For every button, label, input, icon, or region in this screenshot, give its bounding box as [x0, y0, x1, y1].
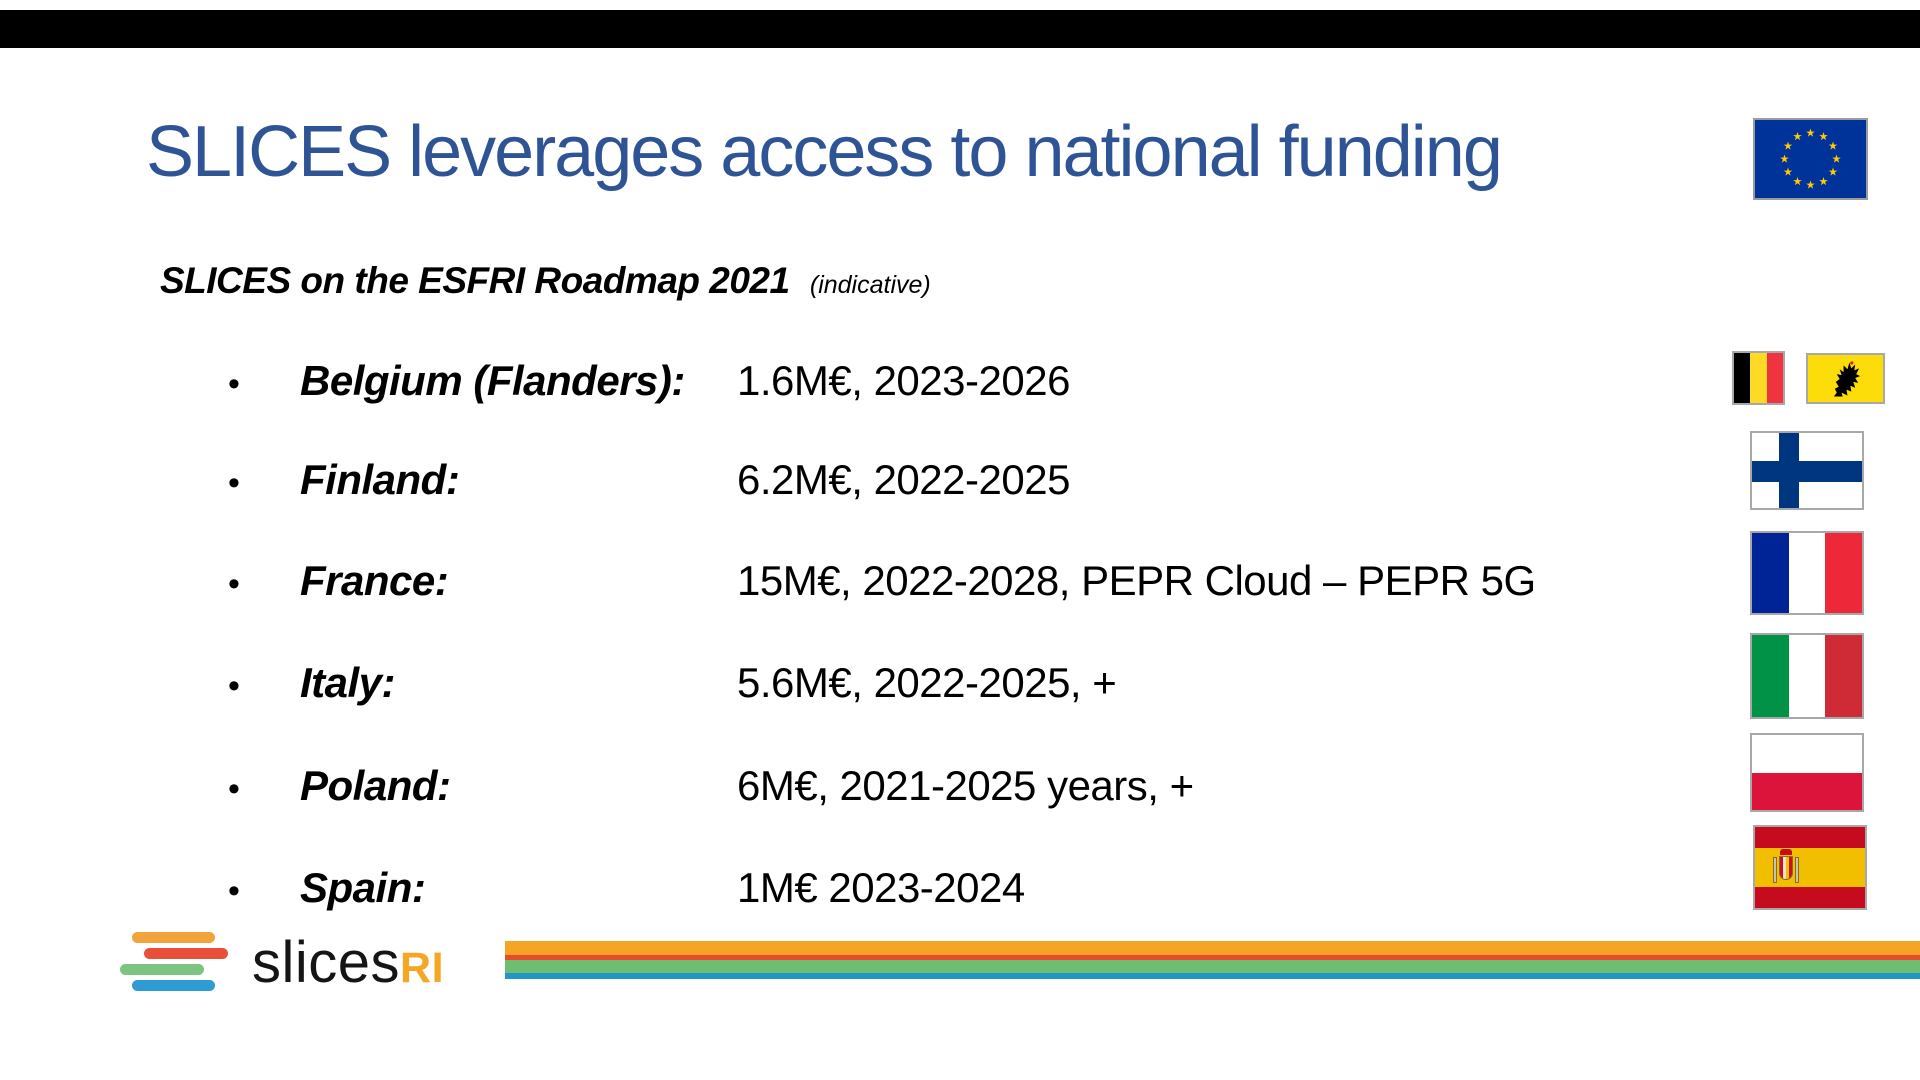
spain-flag-icon	[1753, 825, 1867, 910]
logo-suffix: RI	[400, 944, 445, 992]
bullet-marker: •	[228, 872, 240, 910]
footer-stripe-green	[505, 960, 1920, 973]
list-item-italy: • Italy: 5.6M€, 2022-2025, +	[228, 657, 1708, 709]
country-label: Belgium (Flanders):	[300, 357, 685, 404]
eu-flag-icon	[1753, 118, 1868, 200]
bullet-marker: •	[228, 667, 240, 705]
footer-stripe-blue	[505, 973, 1920, 979]
funding-value: 1.6M€, 2023-2026	[737, 357, 1070, 404]
bullet-marker: •	[228, 464, 240, 502]
belgium-flag-icon	[1732, 351, 1785, 405]
section-heading-text: SLICES on the ESFRI Roadmap 2021	[160, 260, 790, 301]
funding-value: 6.2M€, 2022-2025	[737, 456, 1070, 503]
flanders-lion-icon	[1833, 360, 1860, 396]
country-label: Poland:	[300, 762, 451, 809]
list-item-france: • France: 15M€, 2022-2028, PEPR Cloud – …	[228, 555, 1708, 607]
country-label: Spain:	[300, 864, 426, 911]
funding-value: 15M€, 2022-2028, PEPR Cloud – PEPR 5G	[737, 557, 1536, 604]
slices-ri-logo: slices RI	[118, 928, 538, 1008]
bullet-marker: •	[228, 565, 240, 603]
country-label: France:	[300, 557, 449, 604]
eu-stars-icon	[1780, 128, 1841, 189]
list-item-poland: • Poland: 6M€, 2021-2025 years, +	[228, 760, 1708, 812]
list-item-belgium: • Belgium (Flanders): 1.6M€, 2023-2026	[228, 355, 1708, 407]
logo-bar-orange-icon	[132, 932, 215, 943]
funding-value: 6M€, 2021-2025 years, +	[737, 762, 1194, 809]
section-heading-note: (indicative)	[809, 271, 931, 299]
funding-value: 1M€ 2023-2024	[737, 864, 1025, 911]
finland-flag-icon	[1750, 431, 1864, 510]
footer-stripe-orange	[505, 941, 1920, 955]
top-black-bar	[0, 10, 1920, 48]
spain-coat-of-arms-icon	[1773, 849, 1799, 889]
funding-value: 5.6M€, 2022-2025, +	[737, 659, 1117, 706]
page-title: SLICES leverages access to national fund…	[146, 112, 1503, 192]
logo-wordmark: slices	[252, 930, 401, 995]
bullet-marker: •	[228, 365, 240, 403]
country-label: Italy:	[300, 659, 396, 706]
france-flag-icon	[1750, 531, 1864, 615]
footer-stripe-red	[505, 955, 1920, 960]
footer-stripe-bar	[505, 941, 1920, 979]
logo-bar-blue-icon	[132, 980, 215, 991]
italy-flag-icon	[1750, 633, 1864, 719]
logo-bar-green-icon	[120, 964, 204, 975]
logo-bar-red-icon	[144, 948, 228, 959]
flanders-flag-icon	[1806, 353, 1885, 404]
list-item-finland: • Finland: 6.2M€, 2022-2025	[228, 454, 1708, 506]
section-heading: SLICES on the ESFRI Roadmap 2021 (indica…	[160, 258, 931, 308]
list-item-spain: • Spain: 1M€ 2023-2024	[228, 862, 1708, 914]
country-label: Finland:	[300, 456, 460, 503]
bullet-marker: •	[228, 770, 240, 808]
poland-flag-icon	[1750, 733, 1864, 812]
